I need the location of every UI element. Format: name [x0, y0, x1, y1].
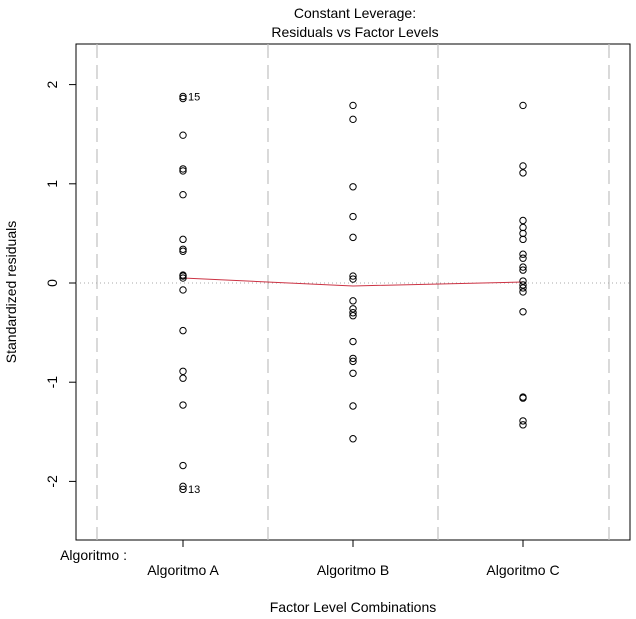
data-point: [179, 167, 187, 175]
data-point: [349, 337, 357, 346]
data-point: [519, 254, 527, 262]
y-tick-label: -1: [44, 376, 60, 389]
data-point: [349, 357, 357, 366]
data-point: [179, 274, 187, 282]
data-point: [519, 421, 527, 429]
data-point: [349, 369, 357, 377]
data-point: [349, 297, 357, 305]
data-point: [179, 191, 187, 199]
data-point: [349, 312, 357, 320]
chart-title-line1: Constant Leverage:: [294, 5, 416, 21]
x-axis: Algoritmo A Algoritmo B Algoritmo C: [147, 540, 560, 578]
x-axis-label: Factor Level Combinations: [270, 599, 437, 615]
x-tick-label: Algoritmo A: [147, 562, 219, 578]
data-point: [349, 402, 357, 410]
data-point: [519, 284, 527, 292]
data-point: [179, 286, 187, 294]
smoother-line: [182, 277, 524, 287]
data-point: [519, 277, 527, 285]
data-point: [179, 482, 187, 491]
data-point: [519, 216, 527, 225]
data-point: [519, 288, 527, 296]
data-point: [349, 233, 357, 242]
data-point: [519, 308, 527, 316]
data-point: [179, 461, 187, 470]
chart-title-line2: Residuals vs Factor Levels: [271, 24, 438, 40]
y-tick-label: 2: [44, 80, 60, 88]
data-point: [519, 223, 527, 232]
group-separators: [96, 44, 610, 540]
y-tick-label: -2: [44, 475, 60, 488]
y-tick-label: 1: [44, 180, 60, 188]
y-tick-label: 0: [44, 279, 60, 287]
data-point: [519, 235, 527, 244]
plot-frame: [75, 43, 631, 541]
data-point: [349, 309, 357, 317]
point-label: 15: [188, 91, 200, 103]
data-point: [179, 245, 187, 253]
data-point: [349, 354, 357, 363]
data-point: [519, 263, 527, 271]
data-point: [519, 169, 527, 177]
data-point: [179, 235, 187, 244]
data-point: [349, 183, 357, 191]
y-axis: -2 -1 0 1 2: [44, 80, 76, 488]
data-point: [179, 165, 187, 173]
data-point: [179, 374, 187, 382]
data-point: [349, 101, 357, 110]
data-points: [179, 92, 527, 494]
data-point: [349, 115, 357, 124]
data-point: [179, 326, 187, 335]
data-point: [519, 229, 527, 238]
x-tick-label: Algoritmo C: [486, 562, 559, 578]
data-point: [179, 401, 187, 409]
data-point: [349, 435, 357, 443]
point-label: 13: [188, 484, 200, 496]
data-point: [519, 266, 527, 274]
data-point: [349, 212, 357, 221]
data-point: [179, 485, 187, 494]
data-point: [519, 417, 527, 425]
data-point: [349, 272, 357, 280]
y-axis-label: Standardized residuals: [3, 221, 19, 363]
data-point: [179, 94, 187, 103]
x-tick-label: Algoritmo B: [317, 562, 389, 578]
data-point: [179, 367, 187, 375]
data-point: [349, 305, 357, 313]
data-point: [519, 394, 527, 402]
data-point: [179, 131, 187, 139]
data-point: [519, 250, 527, 258]
data-point: [179, 272, 187, 280]
data-point: [519, 101, 527, 110]
data-point: [179, 92, 187, 101]
data-point: [349, 275, 357, 283]
data-point: [519, 281, 527, 289]
data-point: [179, 247, 187, 255]
data-point: [519, 162, 527, 170]
factor-name-label: Algoritmo :: [60, 547, 127, 563]
